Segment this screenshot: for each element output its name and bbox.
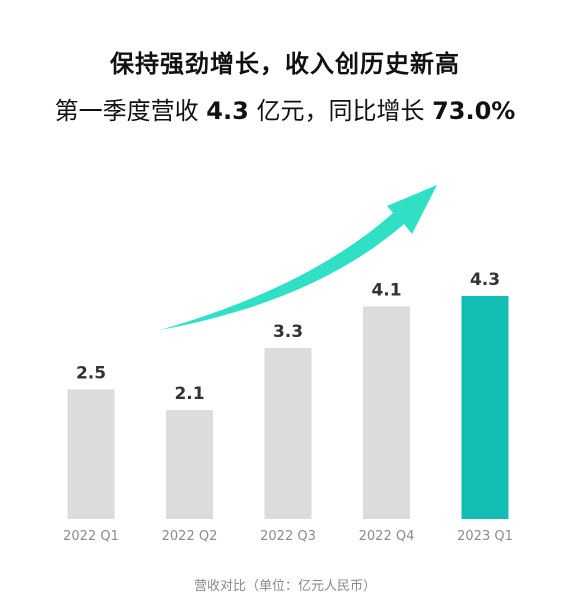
- headline: 保持强劲增长，收入创历史新高: [110, 50, 460, 78]
- revenue-value: 4.3: [206, 97, 249, 125]
- bar-2022-q4: [363, 306, 410, 519]
- bar-value-label: 4.1: [371, 280, 401, 300]
- subheadline-mid: 亿元，同比增长: [248, 97, 433, 125]
- x-tick-label: 2023 Q1: [457, 529, 513, 544]
- subheadline-prefix: 第一季度营收: [54, 97, 207, 125]
- bar-value-label: 2.1: [174, 384, 204, 404]
- bars-group: 2.5 2022 Q1 2.1 2022 Q2 3.3 2022 Q3 4.1 2022 Q4…: [63, 270, 513, 544]
- bar-value-label: 2.5: [76, 363, 106, 383]
- bar-2022-q2: [166, 410, 213, 519]
- bar-2023-q1: [461, 296, 509, 519]
- bar-value-label: 4.3: [470, 270, 500, 290]
- x-tick-label: 2022 Q1: [63, 529, 119, 544]
- bar-2022-q3: [264, 347, 312, 519]
- unit-note: 营收对比（单位：亿元人民币）: [193, 579, 376, 594]
- bar-value-label: 3.3: [273, 322, 303, 342]
- growth-trend-arrow: [160, 185, 437, 330]
- x-tick-label: 2022 Q2: [162, 529, 218, 544]
- x-tick-label: 2022 Q4: [359, 529, 415, 544]
- bar-2022-q1: [67, 389, 115, 519]
- subheadline: 第一季度营收 4.3 亿元，同比增长 73.0%: [0, 91, 570, 126]
- growth-value: 73.0%: [432, 97, 516, 125]
- x-tick-label: 2022 Q3: [260, 529, 316, 544]
